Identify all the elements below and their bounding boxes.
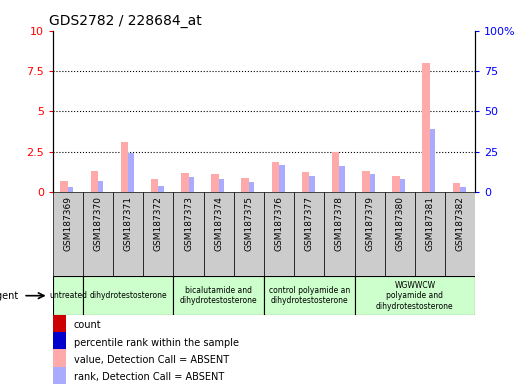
Bar xyxy=(68,187,73,192)
Bar xyxy=(430,129,436,192)
Bar xyxy=(294,192,324,276)
Text: GSM187372: GSM187372 xyxy=(154,196,163,251)
Bar xyxy=(53,367,66,384)
Bar xyxy=(83,276,174,315)
Bar xyxy=(340,166,345,192)
Bar xyxy=(113,192,143,276)
Bar xyxy=(415,192,445,276)
Bar xyxy=(158,185,164,192)
Bar xyxy=(121,142,128,192)
Bar xyxy=(385,192,415,276)
Bar xyxy=(392,176,400,192)
Bar xyxy=(174,276,264,315)
Text: control polyamide an
dihydrotestosterone: control polyamide an dihydrotestosterone xyxy=(269,286,350,305)
Bar xyxy=(204,192,234,276)
Text: GSM187371: GSM187371 xyxy=(124,196,133,251)
Text: GSM187369: GSM187369 xyxy=(63,196,72,251)
Text: percentile rank within the sample: percentile rank within the sample xyxy=(74,338,239,348)
Bar xyxy=(445,192,475,276)
Text: dihydrotestosterone: dihydrotestosterone xyxy=(89,291,167,300)
Bar xyxy=(309,176,315,192)
Text: GSM187377: GSM187377 xyxy=(305,196,314,251)
Bar xyxy=(324,192,354,276)
Bar xyxy=(90,171,98,192)
Bar xyxy=(219,179,224,192)
Text: GSM187376: GSM187376 xyxy=(275,196,284,251)
Bar xyxy=(174,192,204,276)
Text: GSM187379: GSM187379 xyxy=(365,196,374,251)
Bar xyxy=(264,276,354,315)
Text: count: count xyxy=(74,320,101,330)
Text: GSM187381: GSM187381 xyxy=(426,196,435,251)
Text: WGWWCW
polyamide and
dihydrotestosterone: WGWWCW polyamide and dihydrotestosterone xyxy=(376,281,454,311)
Bar xyxy=(460,187,466,192)
Bar xyxy=(143,192,174,276)
Bar xyxy=(53,315,66,336)
Bar xyxy=(83,192,113,276)
Bar xyxy=(400,179,405,192)
Bar xyxy=(53,276,83,315)
Bar xyxy=(128,153,134,192)
Text: rank, Detection Call = ABSENT: rank, Detection Call = ABSENT xyxy=(74,372,224,382)
Bar xyxy=(188,177,194,192)
Bar xyxy=(264,192,294,276)
Bar xyxy=(370,174,375,192)
Bar xyxy=(151,179,158,192)
Bar xyxy=(234,192,264,276)
Text: agent: agent xyxy=(0,291,19,301)
Text: GSM187375: GSM187375 xyxy=(244,196,253,251)
Bar xyxy=(422,63,430,192)
Bar xyxy=(53,332,66,353)
Text: GSM187378: GSM187378 xyxy=(335,196,344,251)
Text: GDS2782 / 228684_at: GDS2782 / 228684_at xyxy=(49,14,201,28)
Bar xyxy=(354,276,475,315)
Text: GSM187373: GSM187373 xyxy=(184,196,193,251)
Text: GSM187374: GSM187374 xyxy=(214,196,223,251)
Bar xyxy=(53,192,83,276)
Bar xyxy=(452,183,460,192)
Bar xyxy=(98,181,103,192)
Bar xyxy=(271,162,279,192)
Text: GSM187382: GSM187382 xyxy=(456,196,465,251)
Text: GSM187380: GSM187380 xyxy=(395,196,404,251)
Bar xyxy=(279,165,285,192)
Bar xyxy=(211,174,219,192)
Bar xyxy=(241,178,249,192)
Bar xyxy=(332,152,340,192)
Bar xyxy=(181,173,188,192)
Bar xyxy=(362,171,370,192)
Bar xyxy=(53,349,66,370)
Bar xyxy=(60,181,68,192)
Text: untreated: untreated xyxy=(49,291,87,300)
Bar xyxy=(354,192,385,276)
Text: bicalutamide and
dihydrotestosterone: bicalutamide and dihydrotestosterone xyxy=(180,286,258,305)
Bar xyxy=(301,172,309,192)
Bar xyxy=(249,182,254,192)
Text: value, Detection Call = ABSENT: value, Detection Call = ABSENT xyxy=(74,355,229,365)
Text: GSM187370: GSM187370 xyxy=(93,196,102,251)
